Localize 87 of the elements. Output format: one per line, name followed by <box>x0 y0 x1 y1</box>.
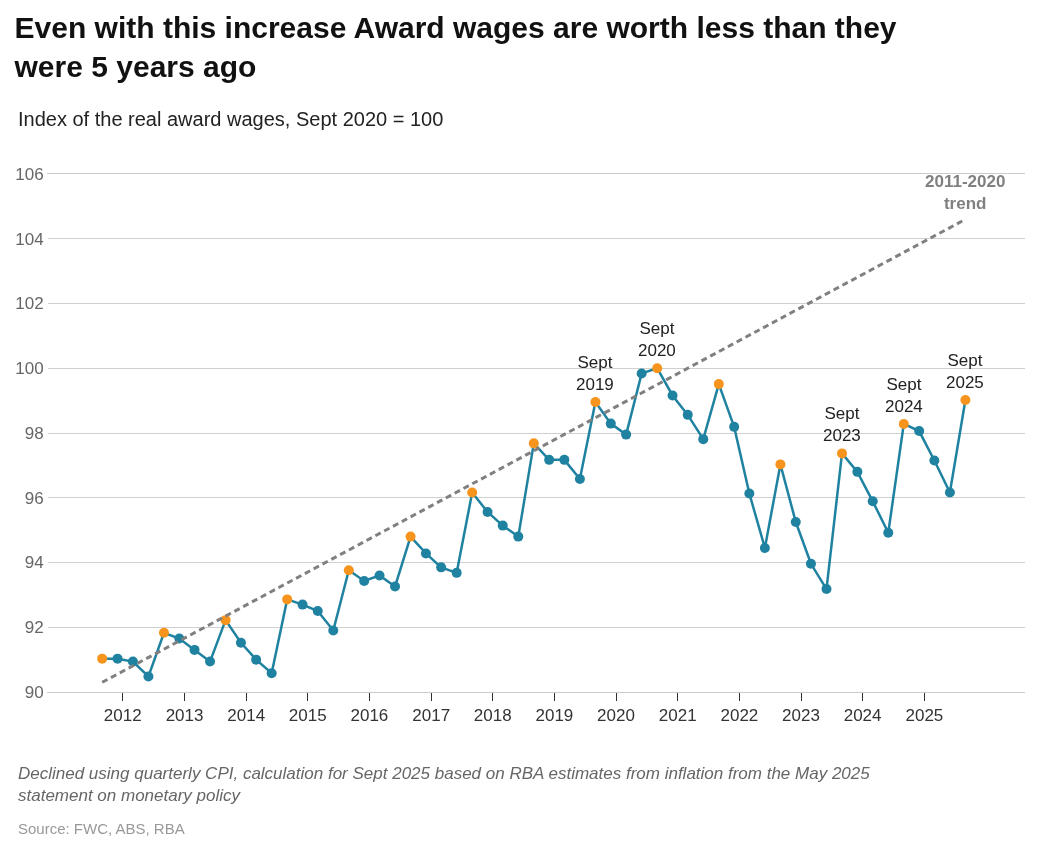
point <box>205 656 216 667</box>
x-tick-label: 2015 <box>288 706 327 726</box>
point <box>929 455 940 466</box>
point <box>282 594 293 605</box>
point <box>436 562 447 573</box>
y-tick-label: 102 <box>15 294 44 314</box>
point <box>775 459 786 470</box>
y-tick-label: 92 <box>24 618 44 638</box>
point <box>359 575 370 586</box>
x-tick-label: 2018 <box>473 706 512 726</box>
point <box>759 542 770 553</box>
y-tick-label: 90 <box>24 682 44 702</box>
point <box>621 429 632 440</box>
point <box>944 487 955 498</box>
point <box>574 473 585 484</box>
point <box>713 379 724 390</box>
point <box>837 448 848 459</box>
y-tick-label: 98 <box>24 423 44 443</box>
text: Declined using quarterly CPI, calculation for Sept 2025 based on RBA estimates from inflation from the May 2025 statement on monetary policy <box>18 764 871 806</box>
point <box>729 421 740 432</box>
point <box>744 488 755 499</box>
x-tick-label: 2014 <box>227 706 266 726</box>
point <box>605 418 616 429</box>
y-tick-label: 104 <box>15 229 44 249</box>
point <box>960 394 971 405</box>
point <box>312 606 323 617</box>
point <box>297 599 308 610</box>
x-tick-label: 2012 <box>103 706 142 726</box>
source-note: Source: FWC, ABS, RBA <box>18 820 185 837</box>
point <box>898 418 909 429</box>
point <box>528 438 539 449</box>
point <box>667 390 678 401</box>
x-tick-label: 2023 <box>782 706 820 726</box>
point <box>158 627 169 638</box>
point <box>251 654 262 665</box>
point <box>97 653 108 664</box>
point <box>559 454 570 465</box>
y-tick-label: 96 <box>24 488 44 508</box>
x-tick-label: 2022 <box>720 706 759 726</box>
y-tick-label: 94 <box>24 553 44 573</box>
point <box>914 426 925 437</box>
point <box>497 520 508 531</box>
annotation: Sept 2019 <box>576 353 614 395</box>
point <box>682 409 693 420</box>
annotation: Sept 2025 <box>946 351 984 393</box>
point <box>482 506 493 517</box>
x-tick-label: 2019 <box>535 706 574 726</box>
point <box>544 454 555 465</box>
point <box>328 625 339 636</box>
annotation: Sept 2023 <box>823 404 861 446</box>
point <box>451 567 462 578</box>
x-tick-label: 2021 <box>658 706 697 726</box>
point <box>867 496 878 507</box>
point <box>343 565 354 576</box>
point <box>467 487 478 498</box>
y-tick-label: 106 <box>15 164 44 184</box>
x-tick-label: 2013 <box>165 706 204 726</box>
point <box>235 637 246 648</box>
point <box>266 668 277 679</box>
point <box>112 653 123 664</box>
annotation: Sept 2020 <box>638 319 676 361</box>
point <box>790 517 801 528</box>
point <box>821 584 832 595</box>
point <box>143 671 154 682</box>
point <box>374 570 385 581</box>
series-label: 2011-2020 trend <box>925 172 1006 214</box>
point <box>513 531 524 542</box>
y-tick-label: 100 <box>15 359 44 379</box>
point <box>698 434 709 445</box>
x-tick-label: 2016 <box>350 706 389 726</box>
point <box>883 527 894 538</box>
annotation: Sept 2024 <box>885 375 923 417</box>
point <box>390 581 401 592</box>
chart-subtitle: Index of the real award wages, Sept 2020 = 100 <box>18 108 444 130</box>
point <box>405 531 416 542</box>
point <box>852 466 863 477</box>
x-tick-label: 2024 <box>843 706 882 726</box>
x-tick-label: 2020 <box>597 706 635 726</box>
point <box>590 396 601 407</box>
x-tick-label: 2025 <box>905 706 944 726</box>
point <box>636 368 647 379</box>
point <box>652 363 663 374</box>
x-tick-label: 2017 <box>412 706 451 726</box>
point <box>189 644 200 655</box>
point <box>420 548 431 559</box>
point <box>805 558 816 569</box>
chart-title: Even with this increase Award wages are worth less than they were 5 years ago <box>13 10 897 83</box>
